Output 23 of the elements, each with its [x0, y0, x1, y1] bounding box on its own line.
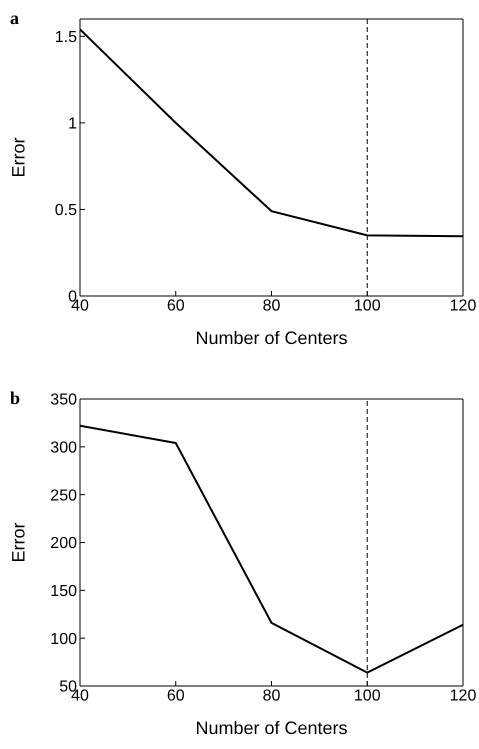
y-axis-title: Error — [8, 522, 28, 562]
y-tick-label: 300 — [50, 440, 78, 457]
y-tick-label: 250 — [50, 487, 78, 504]
chart-title: b — [10, 388, 20, 409]
x-tick-label: 120 — [450, 687, 476, 704]
y-tick-label: 1.5 — [54, 28, 78, 46]
x-axis-title: Number of Centers — [195, 328, 348, 348]
x-axis-title: Number of Centers — [195, 718, 348, 738]
y-tick-label: 100 — [50, 630, 78, 648]
x-tick-label: 120 — [450, 297, 476, 314]
x-tick-label: 80 — [262, 687, 280, 704]
x-tick-label: 60 — [166, 297, 185, 314]
x-tick-label: 100 — [354, 687, 381, 704]
y-tick-label: 0.5 — [54, 202, 78, 220]
x-tick-label: 60 — [166, 687, 185, 704]
y-tick-label: 350 — [50, 392, 78, 409]
x-tick-label: 80 — [262, 297, 280, 314]
chart-title: a — [10, 8, 19, 29]
y-tick-label: 1 — [68, 116, 78, 133]
y-tick-label: 200 — [50, 535, 78, 552]
y-tick-label: 150 — [50, 583, 78, 600]
y-axis-title: Error — [8, 137, 28, 178]
x-tick-label: 100 — [354, 297, 381, 314]
